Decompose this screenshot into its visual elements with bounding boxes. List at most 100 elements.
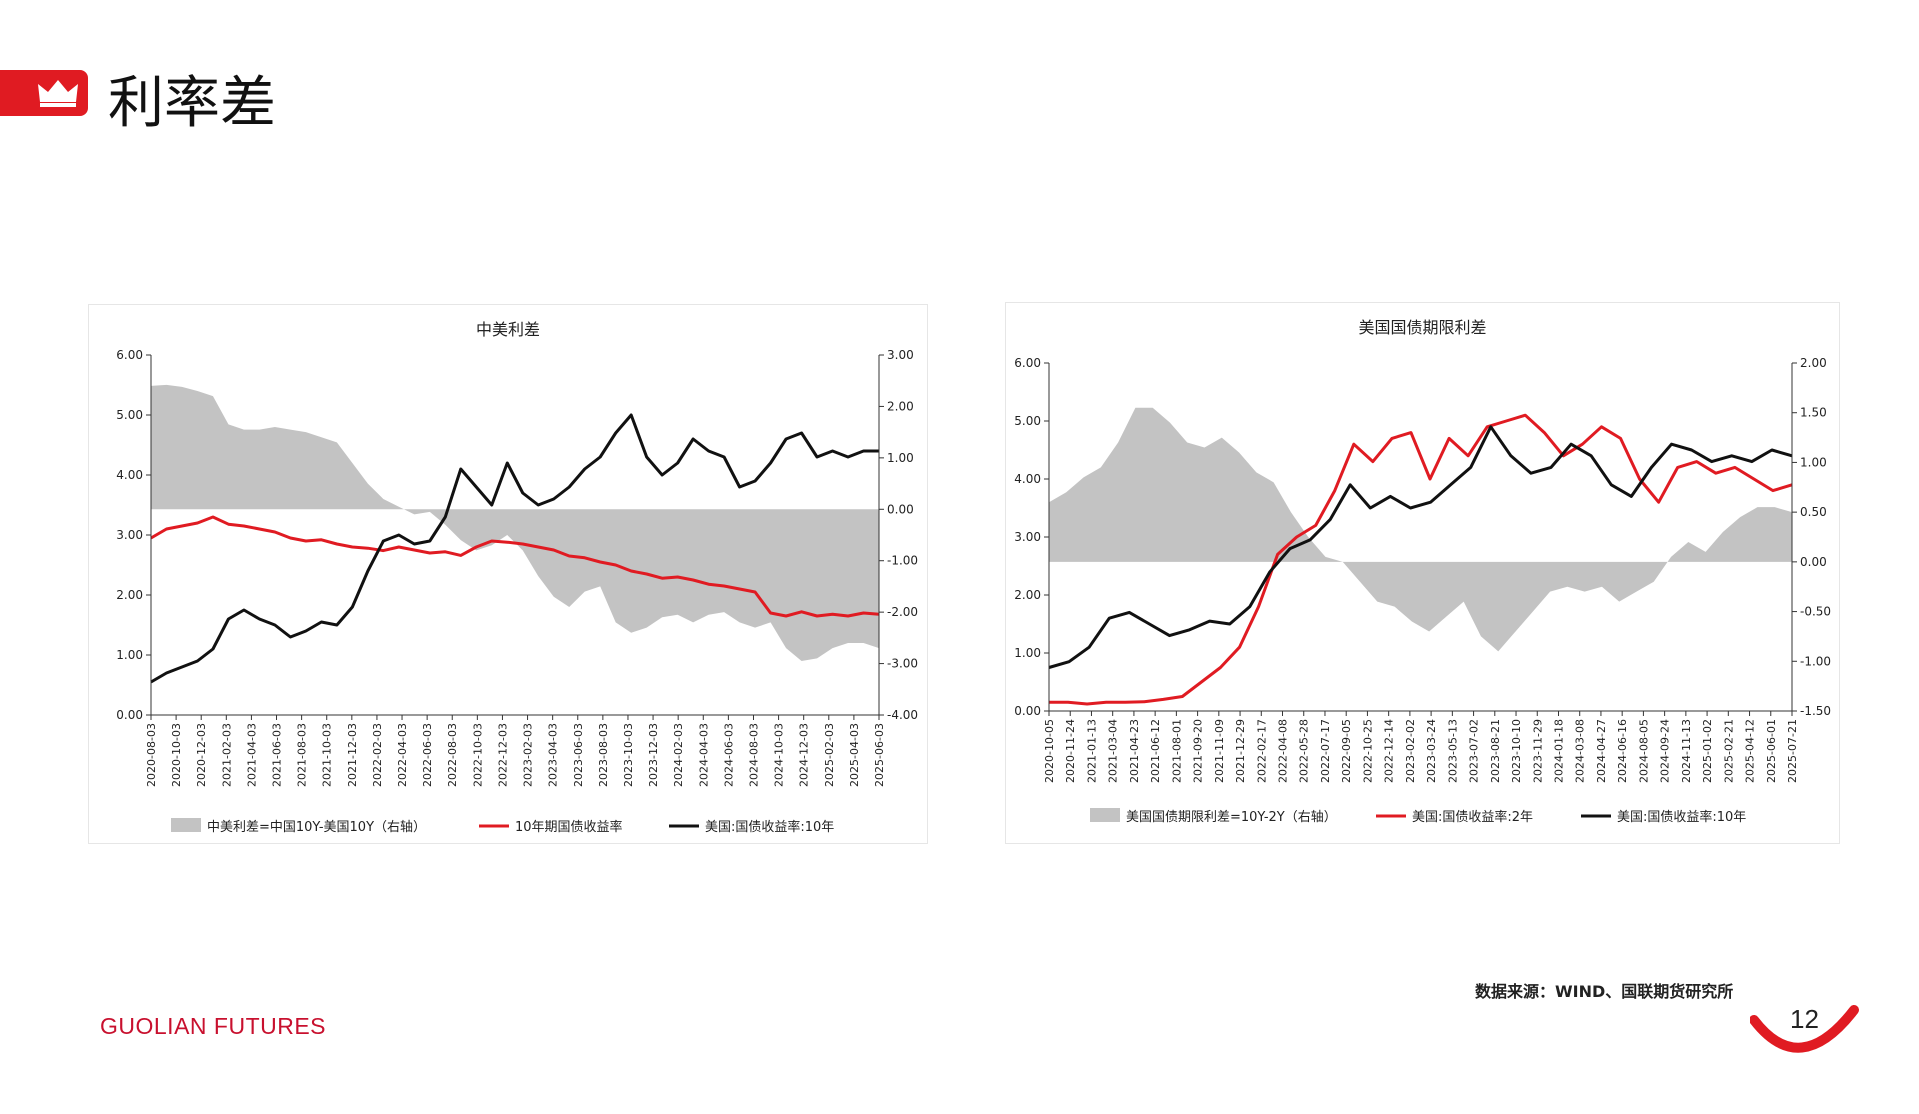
x-tick-label: 2024-06-03 (722, 723, 735, 787)
x-tick-label: 2024-01-18 (1552, 719, 1565, 783)
x-tick-label: 2023-02-02 (1404, 719, 1417, 783)
x-tick-label: 2020-11-24 (1064, 719, 1077, 783)
page-title: 利率差 (108, 71, 276, 136)
title-badge (0, 70, 88, 116)
y-tick-label-right: 1.00 (887, 451, 914, 465)
y-tick-label-right: -0.50 (1800, 605, 1831, 619)
y-tick-label-right: 2.00 (887, 399, 914, 413)
y-tick-label-right: 1.00 (1800, 455, 1827, 469)
y-tick-label-right: 0.00 (1800, 555, 1827, 569)
line-series-2 (150, 413, 879, 684)
x-tick-label: 2022-07-17 (1319, 719, 1332, 783)
y-tick-label-left: 4.00 (1014, 472, 1041, 486)
x-tick-label: 2023-05-13 (1446, 719, 1459, 783)
x-tick-label: 2023-10-03 (622, 723, 635, 787)
x-tick-label: 2021-01-13 (1085, 719, 1098, 783)
x-tick-label: 2021-04-03 (245, 723, 258, 787)
x-tick-label: 2021-10-03 (321, 723, 334, 787)
x-tick-label: 2021-06-12 (1149, 719, 1162, 783)
x-tick-label: 2021-12-29 (1234, 719, 1247, 783)
x-tick-label: 2021-04-23 (1128, 719, 1141, 783)
y-tick-label-left: 0.00 (116, 708, 143, 722)
y-tick-label-left: 6.00 (1014, 356, 1041, 370)
data-source: 数据来源：WIND、国联期货研究所 (1475, 982, 1734, 1001)
y-tick-label-right: 3.00 (887, 348, 914, 362)
x-tick-label: 2023-04-03 (547, 723, 560, 787)
x-tick-label: 2025-06-01 (1765, 719, 1778, 783)
area-series-spread (151, 384, 879, 661)
x-tick-label: 2022-04-08 (1277, 719, 1290, 783)
x-tick-label: 2023-08-03 (597, 723, 610, 787)
x-tick-label: 2024-08-05 (1637, 719, 1650, 783)
page-arc-decoration (1750, 1005, 1859, 1053)
y-tick-label-left: 5.00 (116, 408, 143, 422)
x-tick-label: 2022-06-03 (421, 723, 434, 787)
x-tick-label: 2021-06-03 (271, 723, 284, 787)
area-series-spread (1049, 407, 1792, 652)
x-tick-label: 2022-05-28 (1298, 719, 1311, 783)
line-series-2 (1048, 425, 1793, 669)
y-tick-label-left: 1.00 (1014, 646, 1041, 660)
y-tick-label-right: -4.00 (887, 708, 918, 722)
chart-panel-us-term: 美国国债期限利差 0.00 1.00 2.00 3.00 4.00 5.00 6.00 -1.5… (1005, 302, 1840, 844)
x-tick-label: 2022-04-03 (396, 723, 409, 787)
x-tick-label: 2022-02-17 (1255, 719, 1268, 783)
legend-label: 美国国债期限利差=10Y-2Y（右轴） (1126, 810, 1337, 825)
x-tick-label: 2021-12-03 (346, 723, 359, 787)
x-tick-label: 2023-10-10 (1510, 719, 1523, 783)
page-number: 12 (1790, 1004, 1819, 1034)
x-tick-label: 2023-08-21 (1489, 719, 1502, 783)
x-tick-label: 2023-02-03 (522, 723, 535, 787)
y-tick-label-right: 0.00 (887, 502, 914, 516)
x-tick-label: 2023-12-03 (647, 723, 660, 787)
x-tick-label: 2021-11-09 (1213, 719, 1226, 783)
x-tick-label: 2025-06-03 (873, 723, 886, 787)
legend-label: 美国:国债收益率:2年 (1412, 809, 1533, 825)
crown-icon (38, 80, 78, 107)
y-tick-label-left: 3.00 (1014, 530, 1041, 544)
x-tick-label: 2022-12-03 (496, 723, 509, 787)
x-tick-label: 2024-10-03 (773, 723, 786, 787)
x-tick-label: 2024-04-27 (1595, 719, 1608, 783)
legend-label: 中美利差=中国10Y-美国10Y（右轴） (207, 820, 426, 835)
legend-label: 美国:国债收益率:10年 (1617, 809, 1746, 825)
legend-label: 美国:国债收益率:10年 (705, 819, 834, 835)
x-tick-label: 2023-06-03 (572, 723, 585, 787)
x-tick-label: 2023-07-02 (1468, 719, 1481, 783)
x-tick-label: 2021-08-03 (296, 723, 309, 787)
x-tick-label: 2022-02-03 (371, 723, 384, 787)
x-tick-label: 2022-08-03 (446, 723, 459, 787)
x-tick-label: 2025-02-21 (1722, 719, 1735, 783)
line-series-1 (150, 515, 880, 618)
y-tick-label-left: 3.00 (116, 528, 143, 542)
x-tick-label: 2025-04-03 (848, 723, 861, 787)
x-tick-label: 2021-09-20 (1192, 719, 1205, 783)
x-tick-label: 2024-12-03 (798, 723, 811, 787)
x-tick-label: 2024-04-03 (697, 723, 710, 787)
line-series-1 (1049, 413, 1793, 706)
chart-china-us-spread: 中美利差 0.00 1.00 2.00 3.00 4.00 5.00 6.00 -4.00 -3.… (116, 320, 918, 835)
y-tick-label-left: 4.00 (116, 468, 143, 482)
x-tick-label: 2022-10-25 (1361, 719, 1374, 783)
y-tick-label-right: -1.00 (1800, 654, 1831, 668)
legend-swatch-area (171, 818, 201, 832)
company-logo: GUOLIAN FUTURES (100, 1013, 327, 1039)
y-tick-label-right: 2.00 (1800, 356, 1827, 370)
y-tick-label-left: 5.00 (1014, 414, 1041, 428)
x-tick-label: 2025-07-21 (1786, 719, 1799, 783)
chart-title: 中美利差 (476, 320, 540, 339)
y-tick-label-right: 0.50 (1800, 505, 1827, 519)
x-tick-label: 2024-11-13 (1680, 719, 1693, 783)
legend-label: 10年期国债收益率 (515, 819, 623, 835)
x-tick-label: 2025-01-02 (1701, 719, 1714, 783)
x-tick-label: 2021-08-01 (1170, 719, 1183, 783)
legend-swatch-area (1090, 808, 1120, 822)
x-tick-label: 2020-12-03 (195, 723, 208, 787)
x-tick-label: 2024-06-16 (1616, 719, 1629, 783)
x-tick-label: 2025-02-03 (823, 723, 836, 787)
x-tick-label: 2022-12-14 (1383, 719, 1396, 783)
x-tick-label: 2024-08-03 (747, 723, 760, 787)
y-tick-label-right: -3.00 (887, 657, 918, 671)
chart-us-term-spread: 美国国债期限利差 0.00 1.00 2.00 3.00 4.00 5.00 6.00 -1.5… (1014, 318, 1831, 825)
y-tick-label-right: -1.00 (887, 554, 918, 568)
